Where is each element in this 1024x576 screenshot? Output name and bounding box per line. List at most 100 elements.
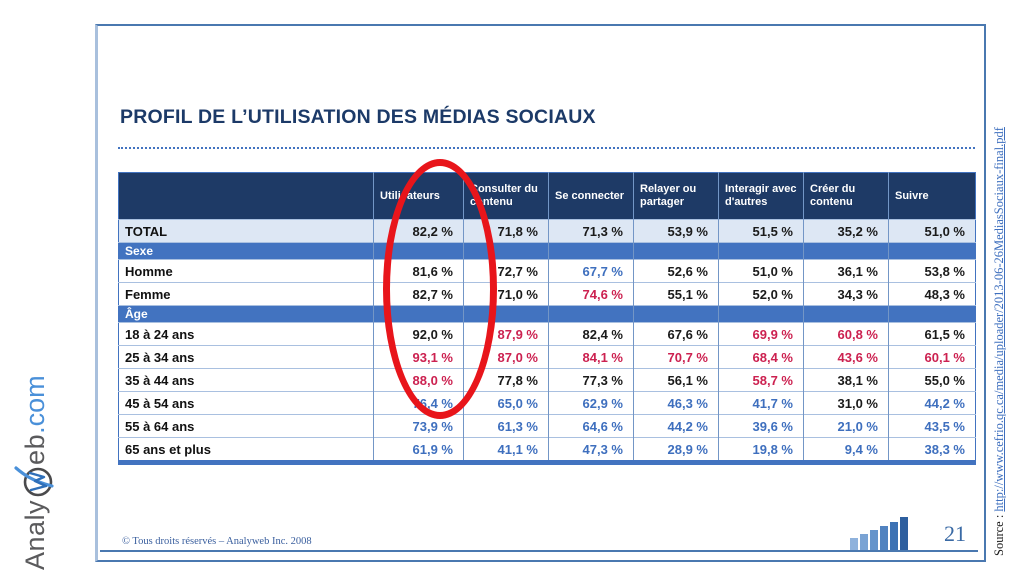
- table-row-data: 18 à 24 ans 92,0 % 87,9 % 82,4 % 67,6 % 69,9 …: [118, 322, 976, 346]
- table-cell: 60,1 %: [888, 345, 976, 369]
- table-cell: 36,1 %: [803, 259, 889, 283]
- table-cell: [803, 305, 889, 323]
- table-cell: 64,6 %: [548, 414, 634, 438]
- table-row-data: Homme 81,6 % 72,7 % 67,7 % 52,6 % 51,0 % 36,1 …: [118, 259, 976, 283]
- table-cell: 70,7 %: [633, 345, 719, 369]
- table-cell: 61,5 %: [888, 322, 976, 346]
- table-row-data: 55 à 64 ans 73,9 % 61,3 % 64,6 % 44,2 % 39,6 …: [118, 414, 976, 438]
- table-cell: 62,9 %: [548, 391, 634, 415]
- table-row-data: 35 à 44 ans 88,0 % 77,8 % 77,3 % 56,1 % 58,7 …: [118, 368, 976, 392]
- table-row-section: Sexe: [118, 242, 976, 260]
- table-cell: [633, 242, 719, 260]
- row-label: 65 ans et plus: [118, 437, 374, 463]
- table-cell: [548, 242, 634, 260]
- table-cell: 38,1 %: [803, 368, 889, 392]
- source-citation: Source : http://www.cefrio.qc.ca/media/u…: [992, 34, 1007, 556]
- table-cell: 84,1 %: [548, 345, 634, 369]
- row-label: 25 à 34 ans: [118, 345, 374, 369]
- table-cell: 48,3 %: [888, 282, 976, 306]
- bar-chart-icon: [850, 516, 912, 550]
- table-cell: 53,8 %: [888, 259, 976, 283]
- logo-text-analy: Analy: [19, 499, 50, 570]
- bar-icon-segment: [870, 530, 878, 550]
- table-cell: 73,9 %: [373, 414, 464, 438]
- table-body: TOTAL 82,2 % 71,8 % 71,3 % 53,9 % 51,5 % 35,2 …: [118, 219, 976, 463]
- column-header: Créer du contenu: [803, 172, 889, 220]
- table-cell: 69,9 %: [718, 322, 804, 346]
- bar-icon-segment: [860, 534, 868, 550]
- table-cell: 56,1 %: [633, 368, 719, 392]
- table-cell: 19,8 %: [718, 437, 804, 463]
- table-row-data: TOTAL 82,2 % 71,8 % 71,3 % 53,9 % 51,5 % 35,2 …: [118, 219, 976, 243]
- logo-text-eb: eb: [19, 433, 50, 465]
- table-cell: 67,7 %: [548, 259, 634, 283]
- table-cell: 55,0 %: [888, 368, 976, 392]
- source-link[interactable]: http://www.cefrio.qc.ca/media/uploader/2…: [992, 127, 1006, 512]
- row-label: TOTAL: [118, 219, 374, 243]
- column-header: Suivre: [888, 172, 976, 220]
- table-row-data: Femme 82,7 % 71,0 % 74,6 % 55,1 % 52,0 % 34,3 …: [118, 282, 976, 306]
- source-label: Source :: [992, 511, 1006, 556]
- usage-table: Utilisateurs Consulter du contenu Se conne…: [118, 172, 976, 465]
- table-cell: 9,4 %: [803, 437, 889, 463]
- row-label: 55 à 64 ans: [118, 414, 374, 438]
- column-header: Relayer ou partager: [633, 172, 719, 220]
- row-label: Homme: [118, 259, 374, 283]
- copyright-text: © Tous droits réservés – Analyweb Inc. 2…: [122, 536, 312, 547]
- table-cell: 21,0 %: [803, 414, 889, 438]
- table-cell: 52,6 %: [633, 259, 719, 283]
- bar-icon-segment: [850, 538, 858, 550]
- table-cell: 77,3 %: [548, 368, 634, 392]
- table-cell: 58,7 %: [718, 368, 804, 392]
- footer-divider: [100, 550, 978, 552]
- table-cell: 31,0 %: [803, 391, 889, 415]
- table-cell: 68,4 %: [718, 345, 804, 369]
- bar-icon-segment: [890, 522, 898, 550]
- table-cell: 35,2 %: [803, 219, 889, 243]
- row-label: 45 à 54 ans: [118, 391, 374, 415]
- table-cell: 38,3 %: [888, 437, 976, 463]
- table-cell: 51,0 %: [888, 219, 976, 243]
- title-dotted-divider: [118, 147, 975, 149]
- column-header: Se connecter: [548, 172, 634, 220]
- analyweb-logo: Analy eb .com: [12, 370, 58, 570]
- table-cell: [888, 242, 976, 260]
- column-header: Interagir avec d'autres: [718, 172, 804, 220]
- table-cell: 74,6 %: [548, 282, 634, 306]
- presentation-slide: PROFIL DE L’UTILISATION DES MÉDIAS SOCIA…: [95, 24, 986, 562]
- red-circle-annotation: [383, 159, 497, 419]
- bar-icon-segment: [880, 526, 888, 550]
- table-cell: 61,9 %: [373, 437, 464, 463]
- row-label: 35 à 44 ans: [118, 368, 374, 392]
- row-label: Âge: [118, 305, 374, 323]
- table-cell: [548, 305, 634, 323]
- table-cell: 65,0 %: [463, 391, 549, 415]
- row-label: Sexe: [118, 242, 374, 260]
- page-number: 21: [944, 521, 966, 546]
- row-label: 18 à 24 ans: [118, 322, 374, 346]
- table-cell: 44,2 %: [633, 414, 719, 438]
- table-cell: 28,9 %: [633, 437, 719, 463]
- table-cell: 53,9 %: [633, 219, 719, 243]
- table-row-data: 45 à 54 ans 76,4 % 65,0 % 62,9 % 46,3 % 41,7 …: [118, 391, 976, 415]
- table-cell: 60,8 %: [803, 322, 889, 346]
- table-cell: 51,0 %: [718, 259, 804, 283]
- table-cell: [633, 305, 719, 323]
- table-row-data: 25 à 34 ans 93,1 % 87,0 % 84,1 % 70,7 % 68,4 …: [118, 345, 976, 369]
- table-cell: 82,4 %: [548, 322, 634, 346]
- row-label: Femme: [118, 282, 374, 306]
- table-cell: 77,8 %: [463, 368, 549, 392]
- table-cell: 52,0 %: [718, 282, 804, 306]
- table-cell: 55,1 %: [633, 282, 719, 306]
- table-row-section: Âge: [118, 305, 976, 323]
- table-cell: 41,1 %: [463, 437, 549, 463]
- table-cell: 43,6 %: [803, 345, 889, 369]
- table-header-row: Utilisateurs Consulter du contenu Se conne…: [118, 172, 976, 220]
- table-cell: 47,3 %: [548, 437, 634, 463]
- table-cell: 71,3 %: [548, 219, 634, 243]
- table-cell: 34,3 %: [803, 282, 889, 306]
- table-cell: [888, 305, 976, 323]
- table-cell: [718, 305, 804, 323]
- usage-table-wrapper: Utilisateurs Consulter du contenu Se conne…: [118, 172, 976, 465]
